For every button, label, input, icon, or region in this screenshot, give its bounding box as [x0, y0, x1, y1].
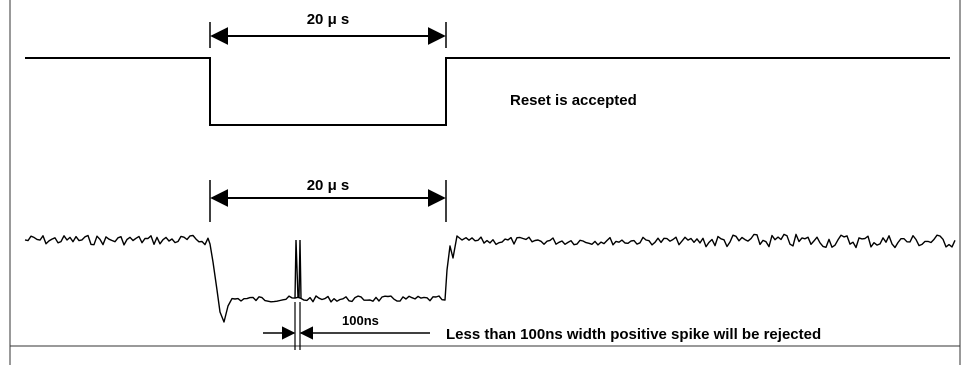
- spike-note: Less than 100ns width positive spike wil…: [446, 326, 821, 343]
- spike-width-label: 100ns: [342, 313, 379, 328]
- positive-spike: [294, 239, 302, 299]
- bottom-width-label: 20 μ s: [307, 177, 350, 194]
- noisy-reset-waveform: [24, 233, 956, 323]
- reset-pulse-waveform: [25, 57, 950, 126]
- top-width-label: 20 μ s: [307, 11, 350, 28]
- reset-note: Reset is accepted: [510, 92, 637, 109]
